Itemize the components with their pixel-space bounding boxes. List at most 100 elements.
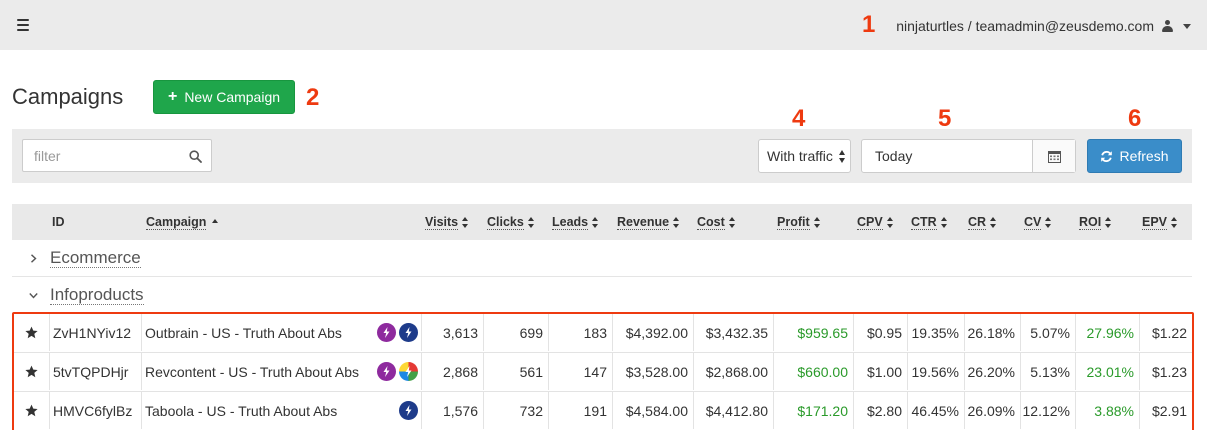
chevron-right-icon <box>31 254 37 263</box>
group-row-ecommerce[interactable]: Ecommerce <box>12 240 1192 277</box>
cell-leads: 183 <box>549 314 613 351</box>
col-header-profit[interactable]: Profit <box>777 204 820 240</box>
sort-icon <box>673 216 680 228</box>
cell-roi: 3.88% <box>1076 392 1140 429</box>
cell-id: HMVC6fylBz <box>50 392 142 429</box>
group-name: Ecommerce <box>50 248 141 268</box>
cell-leads: 147 <box>549 353 613 390</box>
col-header-id: ID <box>52 215 65 229</box>
traffic-select-value: With traffic <box>767 148 833 164</box>
refresh-label: Refresh <box>1119 148 1169 164</box>
user-menu[interactable]: ninjaturtles / teamadmin@zeusdemo.com <box>896 16 1191 36</box>
cell-cost: $2,868.00 <box>694 353 774 390</box>
col-header-cost[interactable]: Cost <box>697 204 735 240</box>
cell-leads: 191 <box>549 392 613 429</box>
cell-id: 5tvTQPDHjr <box>50 353 142 390</box>
star-icon[interactable] <box>14 353 50 390</box>
affiliate-network-icon <box>399 401 418 420</box>
col-header-clicks[interactable]: Clicks <box>487 204 534 240</box>
cell-cr: 26.20% <box>965 353 1021 390</box>
new-campaign-label: New Campaign <box>184 89 281 105</box>
col-header-cv[interactable]: CV <box>1024 204 1052 240</box>
new-campaign-button[interactable]: + New Campaign <box>153 80 295 114</box>
cell-clicks: 732 <box>484 392 549 429</box>
col-header-roi[interactable]: ROI <box>1079 204 1112 240</box>
cell-cr: 26.09% <box>965 392 1021 429</box>
cell-cv: 5.13% <box>1021 353 1076 390</box>
col-header-cr[interactable]: CR <box>968 204 997 240</box>
cell-visits: 2,868 <box>422 353 484 390</box>
sort-icon <box>1171 216 1178 228</box>
table-row[interactable]: 5tvTQPDHjr Revcontent - US - Truth About… <box>14 352 1192 390</box>
search-icon[interactable] <box>189 150 202 163</box>
cell-profit: $171.20 <box>774 392 854 429</box>
filter-input[interactable] <box>23 140 173 171</box>
col-header-cpv[interactable]: CPV <box>857 204 893 240</box>
cell-id: ZvH1NYiv12 <box>50 314 142 351</box>
cell-campaign[interactable]: Revcontent - US - Truth About Abs <box>142 353 422 390</box>
cell-revenue: $4,584.00 <box>613 392 694 429</box>
campaign-name: Taboola - US - Truth About Abs <box>145 402 338 419</box>
cell-cv: 5.07% <box>1021 314 1076 351</box>
traffic-select[interactable]: With traffic <box>758 139 851 173</box>
col-header-leads[interactable]: Leads <box>552 204 599 240</box>
cell-epv: $1.22 <box>1151 324 1187 341</box>
cell-profit: $660.00 <box>774 353 854 390</box>
cell-ctr: 19.56% <box>908 353 965 390</box>
cell-cpv: $0.95 <box>854 314 908 351</box>
cell-visits: 3,613 <box>422 314 484 351</box>
cell-campaign[interactable]: Taboola - US - Truth About Abs <box>142 392 422 429</box>
hamburger-icon[interactable] <box>17 19 29 31</box>
cell-cpv: $2.80 <box>854 392 908 429</box>
campaign-name: Revcontent - US - Truth About Abs <box>145 363 359 380</box>
sort-icon <box>813 216 820 228</box>
table-row[interactable]: ZvH1NYiv12 Outbrain - US - Truth About A… <box>14 314 1192 352</box>
cell-epv: $1.23 <box>1151 363 1187 380</box>
sort-icon <box>728 216 735 228</box>
group-row-infoproducts[interactable]: Infoproducts <box>12 277 1192 314</box>
col-header-epv[interactable]: EPV <box>1142 204 1178 240</box>
cell-cr: 26.18% <box>965 314 1021 351</box>
col-header-revenue[interactable]: Revenue <box>617 204 680 240</box>
col-header-campaign[interactable]: Campaign <box>146 204 219 240</box>
sort-asc-icon <box>212 218 219 223</box>
annotation-1: 1 <box>862 11 876 38</box>
cell-campaign[interactable]: Outbrain - US - Truth About Abs <box>142 314 422 351</box>
filter-toolbar: With traffic Today Refresh <box>12 129 1192 183</box>
sort-icon <box>527 216 534 228</box>
refresh-button[interactable]: Refresh <box>1087 139 1182 173</box>
sort-icon <box>886 216 893 228</box>
col-header-visits[interactable]: Visits <box>425 204 469 240</box>
cell-epv: $2.91 <box>1151 402 1187 419</box>
table-header: ID Campaign Visits Clicks Leads Revenue … <box>12 204 1192 240</box>
sort-icon <box>1105 216 1112 228</box>
cell-clicks: 699 <box>484 314 549 351</box>
top-navbar: ninjaturtles / teamadmin@zeusdemo.com <box>0 0 1207 50</box>
select-arrows-icon <box>839 150 845 163</box>
sort-icon <box>990 216 997 228</box>
cell-revenue: $3,528.00 <box>613 353 694 390</box>
col-header-ctr[interactable]: CTR <box>911 204 947 240</box>
cell-ctr: 19.35% <box>908 314 965 351</box>
filter-field <box>22 139 212 172</box>
campaign-rows: ZvH1NYiv12 Outbrain - US - Truth About A… <box>12 312 1194 430</box>
campaign-name: Outbrain - US - Truth About Abs <box>145 324 342 341</box>
date-range-value[interactable]: Today <box>862 140 1033 172</box>
star-icon[interactable] <box>14 314 50 351</box>
user-icon <box>1162 20 1173 32</box>
user-label: ninjaturtles / teamadmin@zeusdemo.com <box>896 18 1154 34</box>
annotation-4: 4 <box>792 105 806 132</box>
sort-icon <box>592 216 599 228</box>
cell-clicks: 561 <box>484 353 549 390</box>
plus-icon: + <box>167 88 178 105</box>
star-icon[interactable] <box>14 392 50 429</box>
table-row[interactable]: HMVC6fylBz Taboola - US - Truth About Ab… <box>14 391 1192 429</box>
group-name: Infoproducts <box>50 285 144 305</box>
cell-cost: $4,412.80 <box>694 392 774 429</box>
calendar-icon[interactable] <box>1033 140 1075 172</box>
cell-roi: 23.01% <box>1076 353 1140 390</box>
cell-revenue: $4,392.00 <box>613 314 694 351</box>
annotation-6: 6 <box>1128 105 1142 132</box>
date-range-picker[interactable]: Today <box>861 139 1076 173</box>
cell-roi: 27.96% <box>1076 314 1140 351</box>
